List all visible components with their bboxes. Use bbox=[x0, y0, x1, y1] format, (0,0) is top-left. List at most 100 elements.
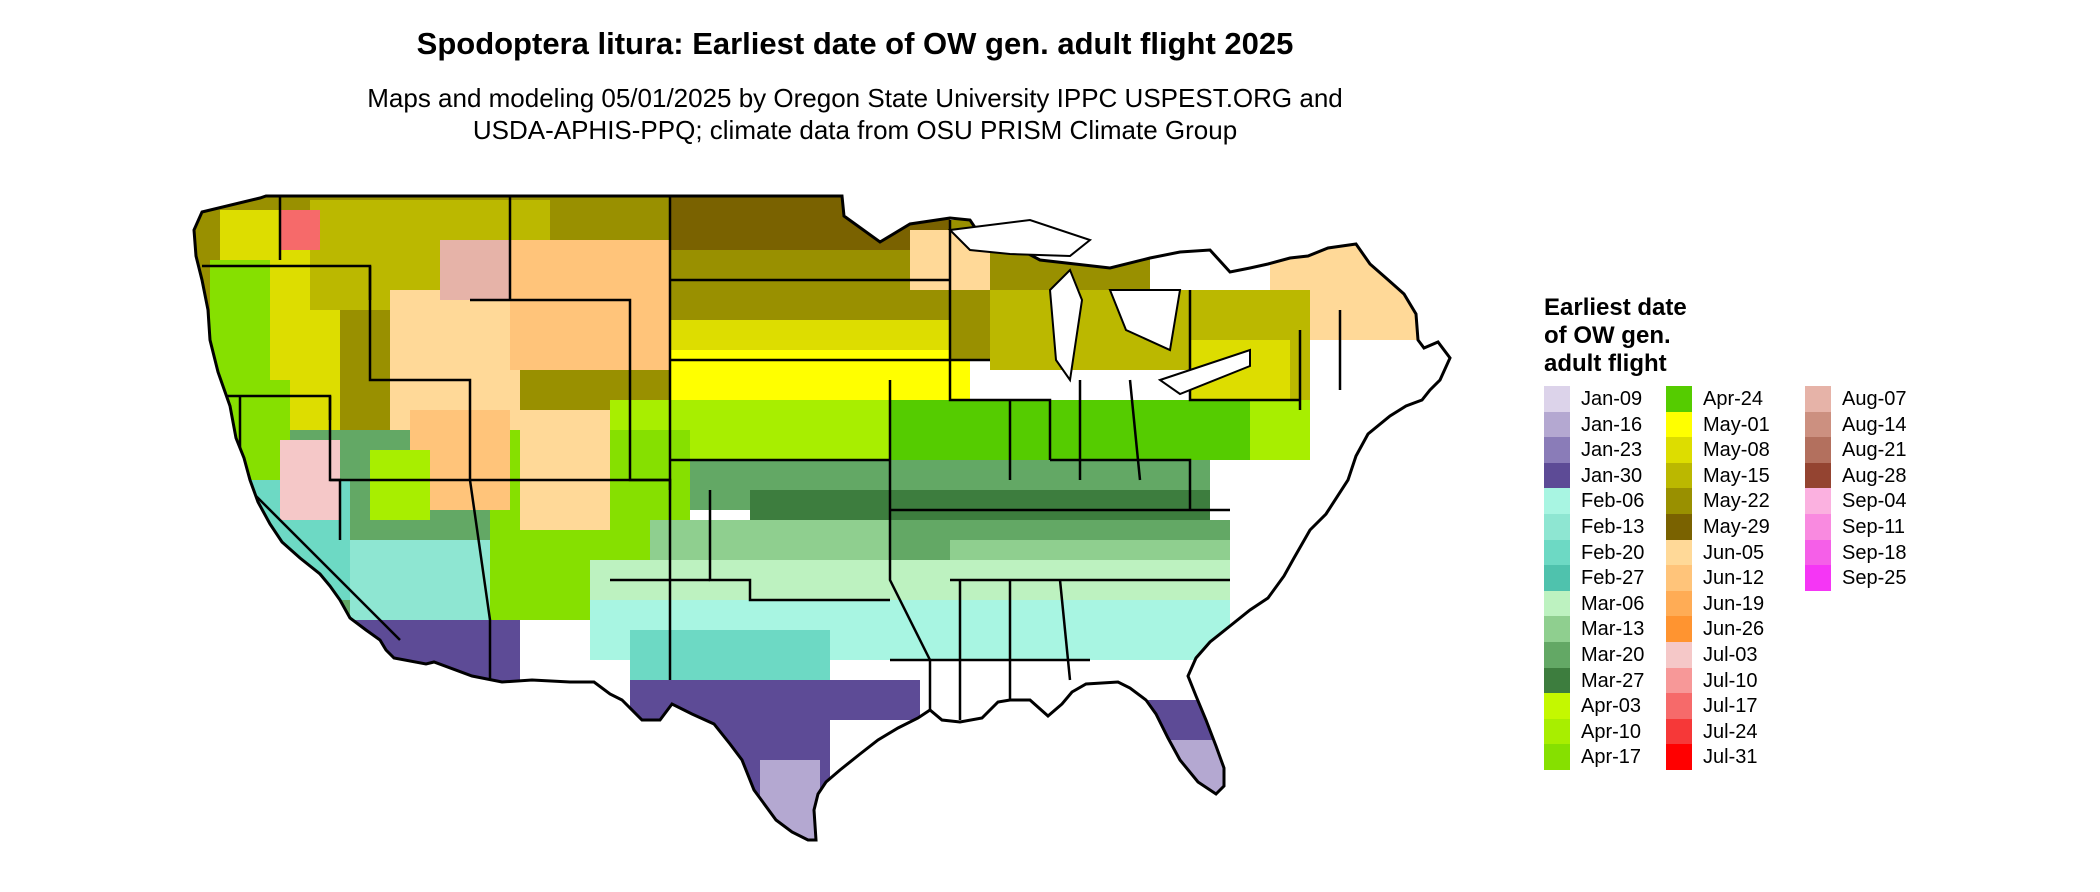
legend-label: May-15 bbox=[1703, 464, 1770, 487]
legend-swatch bbox=[1666, 488, 1692, 514]
legend-label: Apr-10 bbox=[1581, 720, 1642, 743]
legend-label: Sep-04 bbox=[1842, 490, 1907, 513]
legend-item: Apr-03 bbox=[1544, 693, 1674, 719]
legend-swatch bbox=[1666, 386, 1692, 412]
legend-swatch bbox=[1805, 437, 1831, 463]
legend-label: Feb-06 bbox=[1581, 490, 1645, 513]
legend-item: Jan-30 bbox=[1544, 462, 1674, 489]
legend-swatch bbox=[1666, 718, 1692, 745]
legend-label: Jun-12 bbox=[1703, 567, 1765, 590]
legend-swatch bbox=[1544, 667, 1570, 694]
legend-label: Feb-27 bbox=[1581, 567, 1645, 590]
legend-swatch bbox=[1544, 693, 1570, 719]
legend-label: Jan-30 bbox=[1581, 464, 1643, 487]
legend-label: Jan-16 bbox=[1581, 413, 1643, 436]
legend-label: Sep-11 bbox=[1842, 515, 1906, 538]
legend-swatch bbox=[1544, 462, 1570, 489]
legend-swatch bbox=[1666, 641, 1692, 668]
legend-swatch bbox=[1666, 667, 1692, 694]
legend-title-line-2: of OW gen. bbox=[1544, 322, 1671, 349]
legend-item: Mar-20 bbox=[1544, 641, 1674, 668]
legend-item: Jun-12 bbox=[1666, 565, 1796, 591]
legend-column-3: Aug-07 Aug-14 Aug-21 Aug-28 Sep-04 Sep-11 Sep-… bbox=[1805, 386, 1935, 591]
legend-swatch bbox=[1666, 539, 1692, 566]
legend-swatch bbox=[1666, 411, 1692, 438]
legend-item: Jun-19 bbox=[1666, 590, 1796, 617]
legend-item: Sep-18 bbox=[1805, 539, 1935, 566]
legend-item: Mar-27 bbox=[1544, 667, 1674, 694]
legend-column-1: Jan-09 Jan-16 Jan-23 Jan-30 Feb-06 Feb-13 Feb-… bbox=[1544, 386, 1674, 770]
legend-item: Feb-13 bbox=[1544, 513, 1674, 540]
legend-label: Feb-20 bbox=[1581, 541, 1645, 564]
legend-item: Jul-10 bbox=[1666, 667, 1796, 694]
legend-item: Feb-27 bbox=[1544, 565, 1674, 591]
legend-label: Mar-06 bbox=[1581, 592, 1645, 615]
legend-swatch bbox=[1666, 437, 1692, 463]
legend-item: Aug-28 bbox=[1805, 462, 1935, 489]
legend-item: Aug-07 bbox=[1805, 386, 1935, 412]
legend-swatch bbox=[1544, 411, 1570, 438]
legend-item: May-29 bbox=[1666, 513, 1796, 540]
legend-item: May-01 bbox=[1666, 411, 1796, 438]
legend-label: Sep-18 bbox=[1842, 541, 1907, 564]
legend-label: Jun-05 bbox=[1703, 541, 1765, 564]
legend-swatch bbox=[1805, 565, 1831, 591]
us-map bbox=[192, 194, 1452, 842]
legend-label: May-22 bbox=[1703, 490, 1770, 513]
legend-swatch bbox=[1666, 513, 1692, 540]
legend-item: Apr-24 bbox=[1666, 386, 1796, 412]
legend-label: Jul-31 bbox=[1703, 746, 1758, 769]
legend-swatch bbox=[1805, 513, 1831, 540]
legend-swatch bbox=[1544, 539, 1570, 566]
legend-item: May-22 bbox=[1666, 488, 1796, 514]
legend-item: Feb-06 bbox=[1544, 488, 1674, 514]
legend-item: Jun-05 bbox=[1666, 539, 1796, 566]
legend-swatch bbox=[1805, 411, 1831, 438]
legend-label: Aug-28 bbox=[1842, 464, 1907, 487]
legend-column-2: Apr-24 May-01 May-08 May-15 May-22 May-29 Jun-… bbox=[1666, 386, 1796, 770]
legend-swatch bbox=[1544, 565, 1570, 591]
legend-title-line-3: adult flight bbox=[1544, 350, 1667, 377]
legend-item: Jul-24 bbox=[1666, 718, 1796, 745]
legend-swatch bbox=[1666, 616, 1692, 642]
legend-label: May-29 bbox=[1703, 515, 1770, 538]
legend-item: Aug-14 bbox=[1805, 411, 1935, 438]
legend-swatch bbox=[1805, 462, 1831, 489]
legend-title-line-1: Earliest date bbox=[1544, 294, 1687, 321]
legend-label: Jul-10 bbox=[1703, 669, 1758, 692]
legend-label: Jun-26 bbox=[1703, 618, 1765, 641]
legend-swatch bbox=[1666, 744, 1692, 770]
legend-label: Jul-03 bbox=[1703, 643, 1758, 666]
legend-label: Feb-13 bbox=[1581, 515, 1645, 538]
legend-label: Aug-14 bbox=[1842, 413, 1907, 436]
legend-label: Mar-27 bbox=[1581, 669, 1645, 692]
legend-item: Mar-13 bbox=[1544, 616, 1674, 642]
legend-label: May-01 bbox=[1703, 413, 1770, 436]
map-subtitle: Maps and modeling 05/01/2025 by Oregon S… bbox=[0, 82, 1710, 146]
legend-label: Aug-07 bbox=[1842, 388, 1907, 410]
legend-label: Mar-20 bbox=[1581, 643, 1645, 666]
legend-item: Jan-09 bbox=[1544, 386, 1674, 412]
legend-swatch bbox=[1805, 386, 1831, 412]
legend-item: Sep-25 bbox=[1805, 565, 1935, 591]
legend-label: Jan-09 bbox=[1581, 388, 1643, 410]
legend-item: Aug-21 bbox=[1805, 437, 1935, 463]
legend-item: Feb-20 bbox=[1544, 539, 1674, 566]
legend-label: Sep-25 bbox=[1842, 567, 1907, 590]
legend-swatch bbox=[1666, 590, 1692, 617]
legend-label: Jul-17 bbox=[1703, 695, 1758, 718]
legend-swatch bbox=[1666, 565, 1692, 591]
legend-item: May-15 bbox=[1666, 462, 1796, 489]
legend-item: Jun-26 bbox=[1666, 616, 1796, 642]
legend-label: Apr-03 bbox=[1581, 695, 1642, 718]
legend-title: Earliest date of OW gen. adult flight bbox=[1544, 294, 1744, 378]
legend-swatch bbox=[1544, 488, 1570, 514]
legend-item: Apr-10 bbox=[1544, 718, 1674, 745]
legend-swatch bbox=[1805, 539, 1831, 566]
legend-swatch bbox=[1544, 386, 1570, 412]
legend-swatch bbox=[1805, 488, 1831, 514]
legend-item: Apr-17 bbox=[1544, 744, 1674, 770]
legend-item: Jul-31 bbox=[1666, 744, 1796, 770]
legend-label: Jun-19 bbox=[1703, 592, 1765, 615]
legend-item: May-08 bbox=[1666, 437, 1796, 463]
